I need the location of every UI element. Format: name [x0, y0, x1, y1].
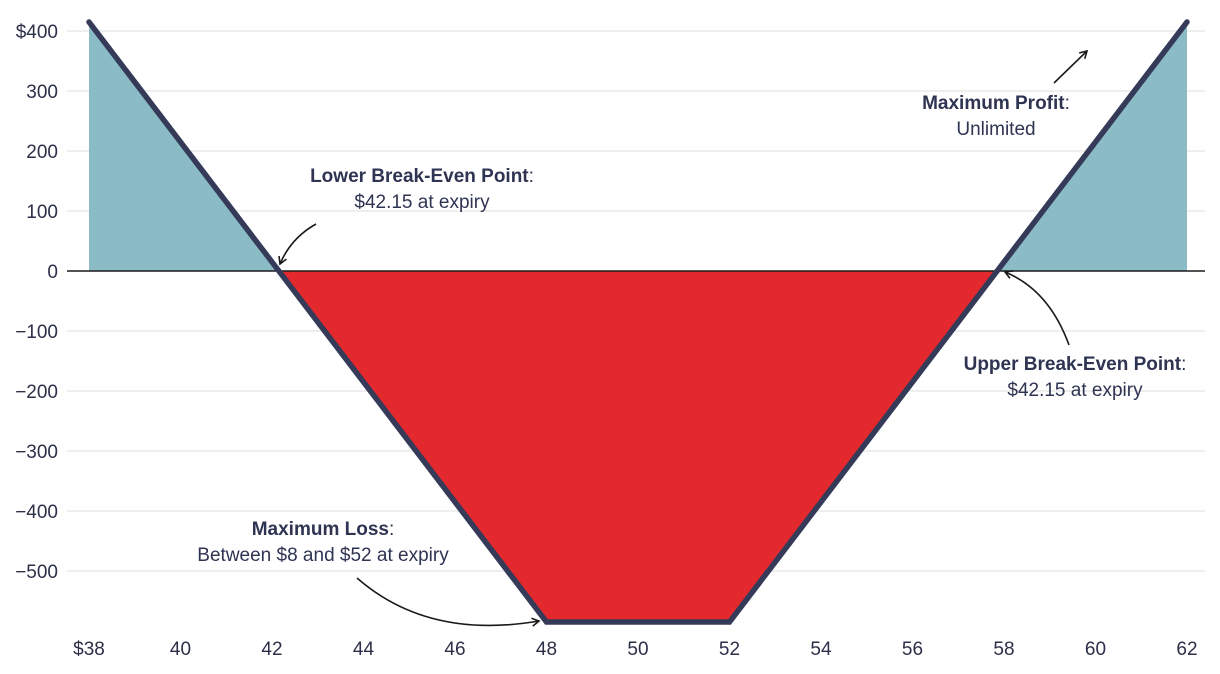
y-tick-label: −200 [15, 382, 58, 403]
x-tick-label: $38 [73, 639, 105, 660]
x-tick-label: 56 [902, 639, 923, 660]
payoff-polyline [86, 19, 1190, 625]
payoff-line [86, 19, 1190, 625]
y-tick-label: 0 [47, 262, 58, 283]
lower-break-even-annotation: Lower Break-Even Point: $42.15 at expiry [282, 164, 562, 216]
max-profit-value: Unlimited [956, 119, 1036, 140]
x-tick-label: 62 [1176, 639, 1197, 660]
x-tick-label: 46 [444, 639, 465, 660]
max-loss-annotation: Maximum Loss: Between $8 and $52 at expi… [173, 517, 473, 569]
upper-break-even-annotation: Upper Break-Even Point: $42.15 at expiry [935, 352, 1215, 404]
upper-break-even-arrow [1003, 270, 1070, 346]
y-tick-label: 100 [26, 202, 58, 223]
lower-break-even-label: Lower Break-Even Point [310, 166, 529, 187]
max-loss-value: Between $8 and $52 at expiry [197, 545, 449, 566]
x-tick-label: 54 [810, 639, 832, 660]
loss-area [278, 271, 998, 622]
y-tick-label: 200 [26, 142, 58, 163]
x-tick-label: 44 [353, 639, 375, 660]
lower-break-even-value: $42.15 at expiry [354, 192, 490, 213]
x-tick-label: 42 [261, 639, 282, 660]
x-tick-label: 50 [627, 639, 648, 660]
max-loss-arrow [356, 577, 541, 627]
upper-break-even-label: Upper Break-Even Point [963, 354, 1182, 375]
max-profit-annotation: Maximum Profit: Unlimited [906, 91, 1086, 143]
x-tick-label: 40 [170, 639, 191, 660]
x-axis-ticks: $38 40 42 44 46 48 50 52 54 56 58 60 62 [73, 639, 1197, 660]
y-tick-label: −400 [15, 502, 58, 523]
max-profit-label: Maximum Profit [922, 93, 1065, 114]
y-tick-label: −300 [15, 442, 58, 463]
y-tick-label: $400 [16, 22, 58, 43]
x-tick-label: 48 [536, 639, 557, 660]
y-tick-label: 300 [26, 82, 58, 103]
y-tick-label: −100 [15, 322, 58, 343]
annotation-arrows [278, 49, 1089, 627]
y-axis-ticks: $400 300 200 100 0 −100 −200 −300 −400 −500 [15, 22, 58, 583]
y-tick-label: −500 [15, 562, 58, 583]
max-profit-arrow [1053, 49, 1089, 84]
lower-break-even-arrow [278, 223, 317, 266]
x-tick-label: 60 [1085, 639, 1106, 660]
upper-break-even-value: $42.15 at expiry [1007, 380, 1143, 401]
x-tick-label: 58 [993, 639, 1014, 660]
x-tick-label: 52 [719, 639, 740, 660]
max-loss-label: Maximum Loss [251, 519, 389, 540]
